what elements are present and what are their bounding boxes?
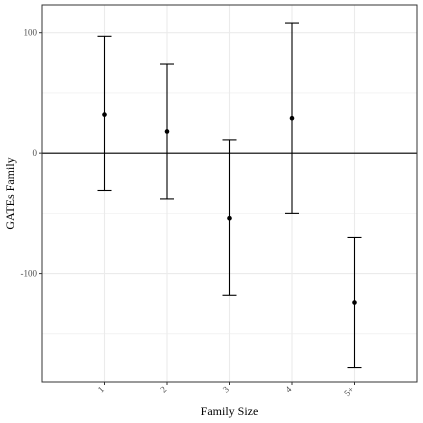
error-bar-group bbox=[347, 236, 362, 369]
point-estimate bbox=[352, 300, 357, 305]
error-bar-series bbox=[97, 22, 362, 369]
point-estimate bbox=[102, 112, 107, 117]
x-tick-label: 2 bbox=[158, 384, 168, 394]
y-axis-title: GATEs Family bbox=[3, 157, 17, 229]
x-tick-label: 1 bbox=[96, 384, 106, 394]
point-estimate bbox=[289, 115, 295, 121]
point-estimate bbox=[227, 215, 232, 221]
point-estimate bbox=[164, 129, 170, 134]
x-tick-label: 4 bbox=[283, 384, 294, 395]
error-bar-group bbox=[222, 139, 237, 296]
y-tick-label: 0 bbox=[33, 148, 38, 158]
x-tick-label: 3 bbox=[221, 384, 232, 395]
y-tick-label: 100 bbox=[24, 28, 38, 38]
error-bar-group bbox=[97, 35, 112, 192]
error-bar-group bbox=[160, 63, 174, 200]
error-bar-group bbox=[285, 22, 299, 214]
x-axis-title: Family Size bbox=[201, 404, 259, 418]
y-tick-label: -100 bbox=[21, 269, 38, 279]
